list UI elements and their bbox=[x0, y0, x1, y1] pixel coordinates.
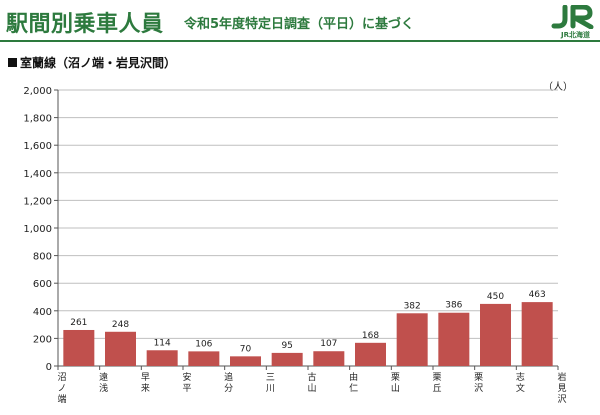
bar bbox=[146, 350, 178, 366]
data-label: 70 bbox=[240, 344, 252, 354]
y-tick-label: 600 bbox=[33, 279, 52, 290]
square-bullet-icon bbox=[8, 58, 17, 67]
data-label: 248 bbox=[112, 320, 129, 330]
y-tick-label: 2,000 bbox=[23, 86, 52, 97]
data-label: 107 bbox=[320, 339, 337, 349]
y-tick-label: 1,600 bbox=[23, 141, 52, 152]
section-label-text: 室蘭線（沼ノ端・岩見沢間） bbox=[20, 56, 177, 70]
data-label: 261 bbox=[70, 318, 87, 328]
data-label: 382 bbox=[404, 301, 421, 311]
bar bbox=[105, 331, 136, 366]
data-label: 463 bbox=[529, 290, 546, 300]
logo-text: JR北海道 bbox=[561, 31, 590, 39]
bar bbox=[63, 329, 95, 366]
y-tick-label: 1,000 bbox=[23, 224, 52, 235]
bar bbox=[438, 312, 470, 366]
station-label: 岩見沢 bbox=[557, 371, 566, 405]
station-label: 遠浅 bbox=[99, 371, 108, 394]
bar bbox=[230, 356, 261, 366]
bar bbox=[521, 302, 553, 366]
data-label: 168 bbox=[362, 331, 379, 341]
station-label: 三川 bbox=[266, 373, 275, 394]
bar bbox=[271, 352, 303, 366]
page-header: 駅間別乗車人員 令和5年度特定日調査（平日）に基づく JR北海道 bbox=[0, 0, 600, 42]
y-tick-label: 1,200 bbox=[23, 196, 52, 207]
station-label: 沼ノ端 bbox=[57, 372, 66, 405]
data-label: 95 bbox=[281, 341, 292, 351]
station-label: 栗山 bbox=[391, 372, 400, 394]
data-label: 386 bbox=[445, 301, 462, 311]
data-label: 114 bbox=[154, 338, 171, 348]
header-rule bbox=[0, 40, 600, 42]
bar bbox=[480, 303, 511, 366]
station-label: 早来 bbox=[141, 372, 150, 394]
data-label: 106 bbox=[195, 339, 212, 349]
unit-label: （人） bbox=[543, 82, 573, 93]
section-label: 室蘭線（沼ノ端・岩見沢間） bbox=[8, 54, 176, 71]
y-tick-label: 400 bbox=[33, 307, 52, 318]
bar bbox=[355, 342, 386, 366]
page-title: 駅間別乗車人員 bbox=[6, 12, 164, 37]
station-label: 栗丘 bbox=[432, 372, 441, 394]
y-tick-label: 200 bbox=[33, 334, 52, 345]
bar bbox=[188, 351, 220, 366]
y-tick-label: 0 bbox=[46, 362, 52, 373]
y-tick-label: 1,400 bbox=[23, 169, 52, 180]
station-label: 由仁 bbox=[349, 371, 358, 394]
station-label: 栗沢 bbox=[474, 372, 483, 394]
y-tick-label: 800 bbox=[33, 252, 52, 263]
station-label: 安平 bbox=[182, 371, 191, 394]
page-subtitle: 令和5年度特定日調査（平日）に基づく bbox=[184, 17, 415, 32]
station-label: 古山 bbox=[307, 371, 316, 394]
jr-hokkaido-logo: JR北海道 bbox=[551, 5, 599, 39]
y-tick-label: 1,800 bbox=[23, 114, 52, 125]
data-label: 450 bbox=[487, 292, 504, 302]
station-label: 志文 bbox=[516, 371, 525, 394]
bar bbox=[313, 351, 345, 366]
bar bbox=[396, 313, 428, 366]
station-label: 追分 bbox=[224, 371, 233, 394]
